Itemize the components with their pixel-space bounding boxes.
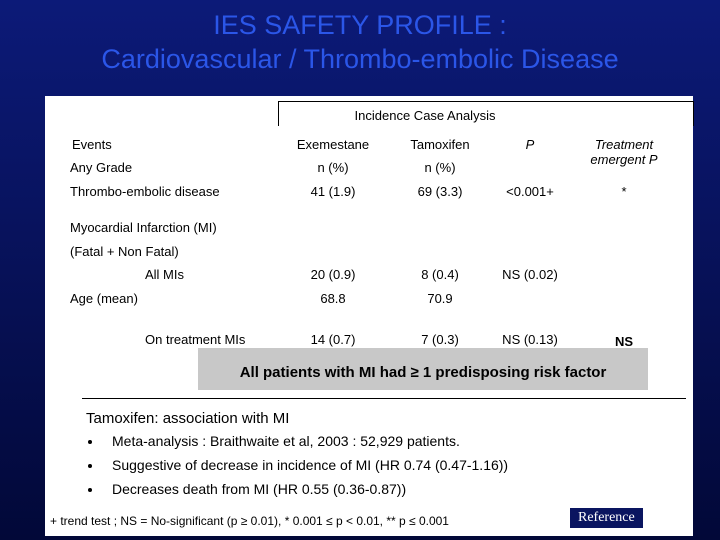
- bullet: Suggestive of decrease in incidence of M…: [112, 457, 509, 473]
- table-cell: 20 (0.9): [310, 267, 356, 282]
- table-cell: 70.9: [427, 291, 453, 306]
- header-cell: P: [525, 137, 535, 152]
- row-label: All MIs: [145, 267, 184, 282]
- content-panel: [45, 96, 693, 536]
- bullet-dot: [88, 488, 92, 492]
- table-cell: 68.8: [320, 291, 346, 306]
- header-cell: Treatment emergent P: [590, 137, 658, 167]
- table-cell: 69 (3.3): [417, 184, 463, 199]
- table-cell: NS (0.13): [502, 332, 558, 347]
- title: Cardiovascular / Thrombo-embolic Disease: [101, 44, 619, 74]
- bullet: Meta-analysis : Braithwaite et al, 2003 …: [112, 433, 460, 449]
- table-cell: <0.001+: [506, 184, 554, 199]
- reference[interactable]: Reference: [570, 508, 643, 528]
- callout: All patients with MI had ≥ 1 predisposin…: [239, 364, 607, 381]
- table-cell: *: [621, 184, 627, 199]
- header-cell: Exemestane: [296, 137, 370, 152]
- row-label: Thrombo-embolic disease: [70, 184, 220, 199]
- association-box: [82, 398, 686, 505]
- association-heading: Tamoxifen: association with MI: [86, 410, 290, 427]
- caption-box: [278, 101, 694, 126]
- table-cell: 7 (0.3): [421, 332, 459, 347]
- row-label: Age (mean): [70, 291, 138, 306]
- table-cell: n (%): [317, 160, 349, 175]
- bullet: Decreases death from MI (HR 0.55 (0.36-0…: [112, 481, 407, 497]
- row-label: (Fatal + Non Fatal): [70, 244, 179, 259]
- table-caption: Incidence Case Analysis: [354, 108, 496, 123]
- title: IES SAFETY PROFILE :: [213, 10, 507, 40]
- row-label: Any Grade: [70, 160, 133, 175]
- table-cell: n (%): [424, 160, 456, 175]
- callout-box: [198, 348, 648, 390]
- table-cell: NS: [614, 334, 634, 349]
- table-cell: 14 (0.7): [310, 332, 356, 347]
- table-cell: 41 (1.9): [310, 184, 356, 199]
- table-cell: NS (0.02): [502, 267, 558, 282]
- table-cell: 8 (0.4): [421, 267, 459, 282]
- footnote: + trend test ; NS = No-significant (p ≥ …: [50, 514, 449, 528]
- bullet-dot: [88, 440, 92, 444]
- header-cell: Tamoxifen: [410, 137, 470, 152]
- header-cell: Events: [72, 137, 112, 152]
- bullet-dot: [88, 464, 92, 468]
- row-label: On treatment MIs: [145, 332, 246, 347]
- row-label: Myocardial Infarction (MI): [70, 220, 217, 235]
